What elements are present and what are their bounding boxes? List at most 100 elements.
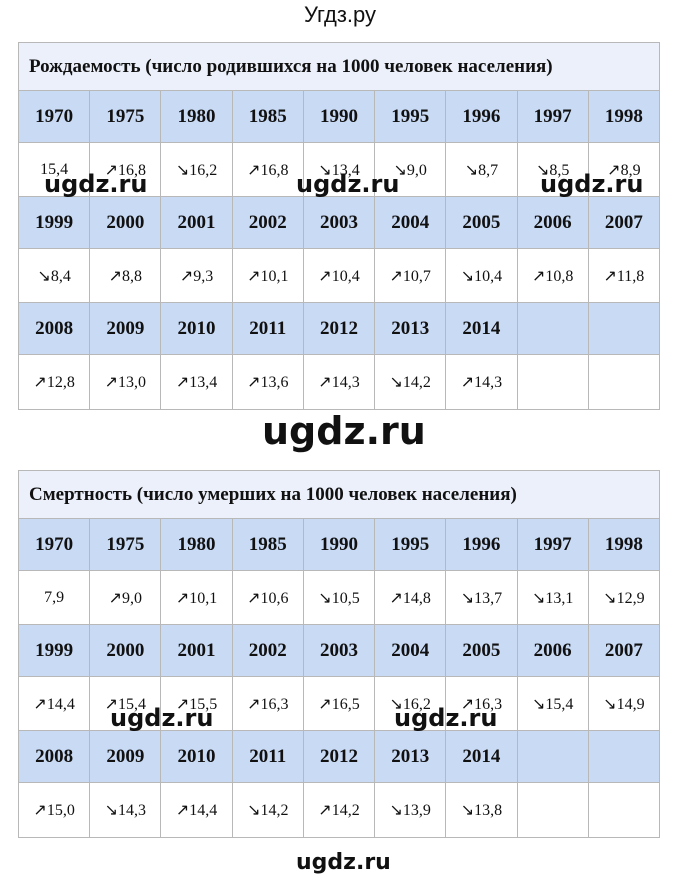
value-cell: 15,4: [19, 143, 91, 196]
value-row: 7,9 ↗9,0 ↗10,1 ↗10,6 ↘10,5 ↗14,8 ↘13,7 ↘13,1 ↘12…: [19, 571, 659, 625]
year-cell: [589, 731, 659, 782]
value-cell: [589, 355, 659, 409]
value-cell: ↘12,9: [603, 589, 645, 607]
value-cell: ↗10,1: [233, 249, 304, 302]
value-cell: ↗9,3: [161, 249, 233, 302]
value-cell: ↗13,6: [233, 355, 304, 409]
value-cell: ↗15,4: [90, 677, 162, 730]
value-cell: ↗14,4: [19, 677, 91, 730]
year-cell: 2011: [233, 303, 304, 354]
value-cell: ↘13,8: [446, 783, 518, 837]
year-cell: 1970: [19, 519, 91, 570]
year-cell: 2013: [375, 731, 447, 782]
value-cell: ↗15,5: [161, 677, 233, 730]
year-cell: [518, 731, 589, 782]
value-cell: ↘9,0: [375, 143, 447, 196]
value-cell: ↗16,8: [90, 143, 162, 196]
year-cell: 1996: [446, 91, 518, 142]
year-cell: 2005: [446, 197, 518, 248]
value-cell: [518, 783, 589, 837]
year-cell: 2009: [90, 731, 162, 782]
year-cell: 2011: [233, 731, 304, 782]
year-cell: 2003: [304, 197, 376, 248]
value-cell: ↘15,4: [518, 677, 589, 730]
year-cell: 2004: [375, 625, 447, 676]
value-row: ↗12,8 ↗13,0 ↗13,4 ↗13,6 ↗14,3 ↘14,2 ↗14,3: [19, 355, 659, 409]
value-cell: ↘10,5: [304, 571, 376, 624]
year-cell: 2005: [446, 625, 518, 676]
value-cell: ↗8,9: [607, 161, 641, 179]
year-cell: 2008: [19, 303, 91, 354]
value-cell: ↗12,8: [19, 355, 91, 409]
value-cell: ↗14,8: [375, 571, 447, 624]
value-cell: ↗10,8: [518, 249, 589, 302]
year-cell: 2013: [375, 303, 447, 354]
year-cell: 1970: [19, 91, 91, 142]
value-cell: 7,9: [19, 571, 91, 624]
value-cell: ↗14,4: [161, 783, 233, 837]
year-cell: 1990: [304, 91, 376, 142]
year-cell: 1990: [304, 519, 376, 570]
year-cell: 1998: [604, 533, 643, 555]
value-cell: ↘16,2: [375, 677, 447, 730]
year-header-row: 1970 1975 1980 1985 1990 1995 1996 1997 1998: [19, 91, 659, 143]
year-cell: [589, 303, 659, 354]
value-cell: ↗10,4: [304, 249, 376, 302]
value-cell: ↗15,0: [19, 783, 91, 837]
year-cell: 2004: [375, 197, 447, 248]
value-cell: ↘13,9: [375, 783, 447, 837]
year-header-row: 2008 2009 2010 2011 2012 2013 2014: [19, 731, 659, 783]
value-cell: ↗11,8: [603, 267, 645, 285]
year-cell: [518, 303, 589, 354]
value-cell: ↗10,7: [375, 249, 447, 302]
year-cell: 2006: [518, 625, 589, 676]
year-cell: 1980: [161, 519, 233, 570]
year-cell: 1985: [233, 519, 304, 570]
year-cell: 2010: [161, 303, 233, 354]
year-cell: 2002: [233, 197, 304, 248]
watermark: ugdz.ru: [296, 170, 400, 198]
value-row: ↗14,4 ↗15,4 ↗15,5 ↗16,3 ↗16,5 ↘16,2 ↗16,3 ↘15,4…: [19, 677, 659, 731]
value-cell: ↗14,2: [304, 783, 376, 837]
site-title: Угдз.ру: [303, 2, 377, 27]
year-cell: 1995: [375, 91, 447, 142]
value-cell: ↗16,5: [304, 677, 376, 730]
value-cell: ↘14,3: [90, 783, 162, 837]
year-cell: 2007: [604, 639, 643, 661]
value-cell: [518, 355, 589, 409]
value-cell: ↗13,0: [90, 355, 162, 409]
value-row: ↗15,0 ↘14,3 ↗14,4 ↘14,2 ↗14,2 ↘13,9 ↘13,8: [19, 783, 659, 837]
watermark: ugdz.ru: [540, 170, 644, 198]
year-cell: 2000: [90, 625, 162, 676]
value-cell: ↘10,4: [446, 249, 518, 302]
watermark: ugdz.ru: [394, 704, 498, 732]
year-cell: 2014: [446, 303, 518, 354]
year-cell: 2007: [604, 211, 643, 233]
watermark: ugdz.ru: [296, 850, 391, 875]
year-header-row: 1999 2000 2001 2002 2003 2004 2005 2006 2007: [19, 197, 659, 249]
year-cell: 2014: [446, 731, 518, 782]
year-cell: 2000: [90, 197, 162, 248]
value-cell: ↗8,8: [90, 249, 162, 302]
watermark: ugdz.ru: [262, 409, 426, 453]
year-cell: 2001: [161, 625, 233, 676]
value-cell: ↘8,4: [19, 249, 91, 302]
year-header-row: 2008 2009 2010 2011 2012 2013 2014: [19, 303, 659, 355]
year-cell: 1999: [19, 625, 91, 676]
value-cell: ↘13,4: [304, 143, 376, 196]
death-rate-title: Смертность (число умерших на 1000 челове…: [19, 471, 659, 519]
value-cell: ↘8,5: [518, 143, 589, 196]
value-cell: ↘16,2: [161, 143, 233, 196]
birth-rate-table: Рождаемость (число родившихся на 1000 че…: [18, 42, 660, 410]
year-cell: 1985: [233, 91, 304, 142]
value-cell: ↘8,7: [446, 143, 518, 196]
value-cell: ↘13,7: [446, 571, 518, 624]
year-cell: 1997: [518, 91, 589, 142]
year-cell: 2010: [161, 731, 233, 782]
year-cell: 2008: [19, 731, 91, 782]
year-cell: 2006: [518, 197, 589, 248]
value-cell: ↗14,3: [446, 355, 518, 409]
year-header-row: 1970 1975 1980 1985 1990 1995 1996 1997 1998: [19, 519, 659, 571]
birth-rate-title: Рождаемость (число родившихся на 1000 че…: [19, 43, 659, 91]
value-cell: ↗14,3: [304, 355, 376, 409]
